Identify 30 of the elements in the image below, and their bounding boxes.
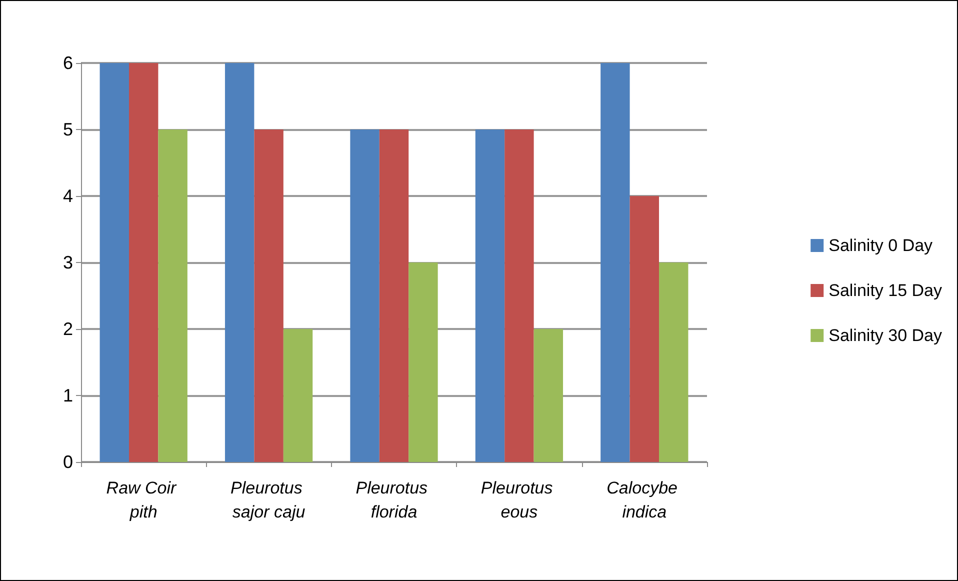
bar (630, 196, 660, 462)
bar (158, 130, 188, 462)
bar (379, 130, 409, 462)
x-tick-label: Raw Coir pith (106, 478, 181, 522)
bar (128, 63, 158, 462)
bar (408, 262, 438, 462)
bar (254, 130, 284, 462)
bar (350, 130, 380, 462)
y-tick-label: 6 (62, 53, 73, 73)
y-tick-label: 0 (62, 452, 73, 472)
x-tick-label: Pleurotus eous (480, 478, 558, 522)
legend-label: Salinity 30 Day (828, 326, 942, 345)
bar (100, 63, 129, 462)
bar (600, 63, 630, 462)
bar (534, 329, 564, 462)
bar (224, 63, 254, 462)
y-tick-label: 3 (62, 252, 73, 272)
bar (659, 262, 688, 462)
y-tick-label: 1 (62, 386, 73, 406)
bar (283, 329, 313, 462)
x-tick-label: Calocybe indica (606, 478, 682, 522)
bar (475, 130, 505, 462)
legend-label: Salinity 15 Day (828, 281, 942, 300)
y-tick-label: 5 (62, 120, 73, 140)
bar (504, 130, 534, 462)
y-tick-label: 2 (62, 319, 73, 339)
legend-label: Salinity 0 Day (828, 236, 934, 255)
x-tick-label: Pleurotus florida (356, 478, 432, 522)
y-tick-label: 4 (62, 186, 73, 206)
x-tick-label: Pleurotus sajor caju (230, 478, 308, 522)
